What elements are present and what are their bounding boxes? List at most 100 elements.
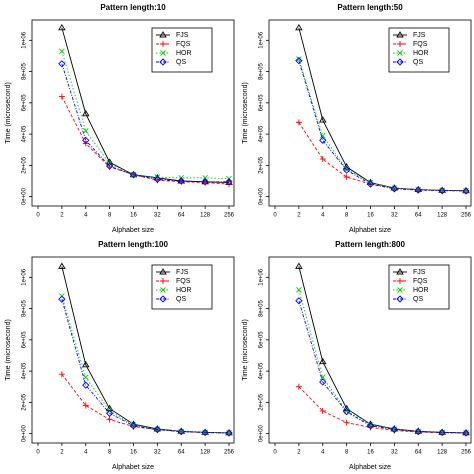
marker xyxy=(82,402,89,409)
marker xyxy=(82,381,90,389)
legend-label: FQS xyxy=(413,41,428,48)
marker xyxy=(295,383,302,390)
panel: Pattern length:50 Alphabet size Time (micr… xyxy=(242,3,472,234)
y-tick-label: 2e+05 xyxy=(22,156,28,174)
marker xyxy=(81,109,90,117)
y-tick-label: 4e+05 xyxy=(259,125,265,143)
marker xyxy=(153,175,162,184)
legend-marker xyxy=(159,268,167,275)
marker xyxy=(81,360,90,368)
marker xyxy=(295,57,303,65)
x-tick-label: 4 xyxy=(321,213,325,219)
x-tick-label: 0 xyxy=(273,213,277,219)
marker xyxy=(105,162,114,170)
legend-marker xyxy=(397,278,403,284)
marker xyxy=(58,262,66,269)
chart-title: Pattern length:800 xyxy=(335,240,405,249)
legend-label: FJS xyxy=(176,269,189,276)
y-tick-label: 1e+06 xyxy=(22,31,28,49)
chart-title: Pattern length:50 xyxy=(337,3,403,12)
marker xyxy=(58,93,65,100)
marker xyxy=(58,60,66,68)
y-axis-label: Time (microsecond) xyxy=(242,82,249,144)
x-axis-label: Alphabet size xyxy=(112,464,154,471)
y-tick-label: 0e+00 xyxy=(259,188,265,206)
marker xyxy=(295,297,303,305)
x-tick-label: 8 xyxy=(345,450,349,456)
y-axis-label: Time (microsecond) xyxy=(5,82,12,144)
legend-marker xyxy=(160,278,166,284)
marker xyxy=(202,175,208,181)
legend-marker xyxy=(159,31,167,38)
x-axis-label: Alphabet size xyxy=(349,227,391,234)
legend-box xyxy=(151,264,213,310)
legend-label: FJS xyxy=(413,32,426,39)
marker xyxy=(225,429,233,437)
y-tick-label: 6e+05 xyxy=(22,94,28,112)
y-tick-label: 8e+05 xyxy=(22,299,28,317)
y-tick-label: 4e+05 xyxy=(22,362,28,380)
x-tick-label: 256 xyxy=(461,213,472,219)
marker xyxy=(366,422,375,430)
x-tick-label: 256 xyxy=(224,450,235,456)
marker xyxy=(153,425,162,434)
legend-label: FQS xyxy=(176,278,191,285)
marker xyxy=(462,429,470,437)
series-line xyxy=(61,96,230,185)
y-tick-label: 0e+00 xyxy=(22,188,28,206)
x-tick-label: 128 xyxy=(200,450,211,456)
legend-label: HOR xyxy=(176,287,192,294)
y-tick-label: 8e+05 xyxy=(259,299,265,317)
marker xyxy=(296,56,302,62)
legend-marker xyxy=(160,41,166,47)
y-tick-label: 2e+05 xyxy=(22,393,28,411)
y-tick-label: 4e+05 xyxy=(259,362,265,380)
marker xyxy=(58,23,66,31)
marker xyxy=(106,408,113,414)
marker xyxy=(366,180,375,188)
legend-label: QS xyxy=(413,296,423,303)
y-tick-label: 1e+06 xyxy=(259,268,265,286)
marker xyxy=(295,119,302,126)
y-tick-label: 1e+06 xyxy=(259,31,265,49)
marker xyxy=(414,186,422,194)
x-tick-label: 32 xyxy=(154,450,161,456)
marker xyxy=(82,136,90,144)
x-tick-label: 64 xyxy=(178,450,185,456)
marker xyxy=(318,116,327,123)
marker xyxy=(367,179,374,186)
marker xyxy=(201,428,209,437)
marker xyxy=(58,295,66,303)
legend-marker xyxy=(396,31,404,38)
legend-marker xyxy=(159,295,167,303)
marker xyxy=(129,171,138,179)
x-tick-label: 128 xyxy=(200,213,211,219)
marker xyxy=(105,409,114,417)
y-tick-label: 8e+05 xyxy=(259,62,265,80)
y-tick-label: 6e+05 xyxy=(259,94,265,112)
legend-marker xyxy=(160,50,166,56)
marker xyxy=(58,371,65,378)
legend-label: QS xyxy=(176,296,186,303)
x-axis-label: Alphabet size xyxy=(349,464,391,471)
x-tick-label: 0 xyxy=(36,213,40,219)
legend-label: FJS xyxy=(176,32,189,39)
marker xyxy=(414,427,422,436)
plot-frame xyxy=(31,19,235,207)
y-tick-label: 6e+05 xyxy=(22,331,28,349)
y-tick-label: 8e+05 xyxy=(22,62,28,80)
marker xyxy=(319,132,326,139)
marker xyxy=(438,428,446,437)
marker xyxy=(343,419,350,426)
x-tick-label: 16 xyxy=(130,450,137,456)
series-line xyxy=(61,51,230,180)
x-tick-label: 32 xyxy=(391,450,398,456)
marker xyxy=(319,156,326,163)
marker xyxy=(342,166,351,174)
plot-frame xyxy=(31,256,235,444)
legend-label: QS xyxy=(176,59,186,66)
x-tick-label: 16 xyxy=(130,213,137,219)
legend-label: HOR xyxy=(176,50,192,57)
x-tick-label: 64 xyxy=(415,450,422,456)
chart-title: Pattern length:10 xyxy=(100,3,166,12)
